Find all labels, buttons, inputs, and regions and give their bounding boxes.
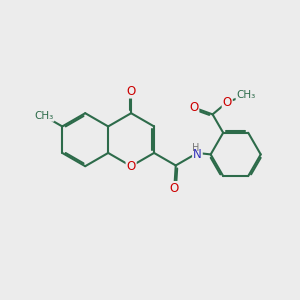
Text: H: H	[192, 142, 200, 153]
Text: CH₃: CH₃	[34, 111, 53, 121]
Text: CH₃: CH₃	[236, 90, 256, 100]
Text: O: O	[189, 101, 198, 114]
Text: O: O	[169, 182, 179, 195]
Text: O: O	[223, 96, 232, 109]
Text: O: O	[127, 85, 136, 98]
Text: N: N	[193, 148, 202, 161]
Text: H: H	[194, 148, 201, 158]
Text: O: O	[127, 160, 136, 173]
